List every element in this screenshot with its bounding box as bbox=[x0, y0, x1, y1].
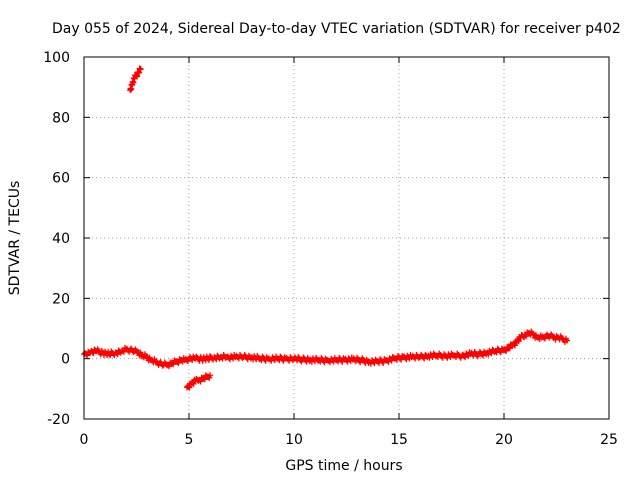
x-tick-label: 20 bbox=[495, 432, 513, 448]
y-tick-label: 40 bbox=[52, 231, 70, 247]
x-tick-label: 15 bbox=[390, 432, 408, 448]
y-tick-label: -20 bbox=[47, 412, 70, 428]
x-tick-label: 10 bbox=[285, 432, 303, 448]
y-tick-label: 60 bbox=[52, 171, 70, 187]
data-point bbox=[506, 345, 513, 352]
data-point bbox=[186, 384, 193, 391]
plot-frame bbox=[83, 56, 610, 420]
y-tick-label: 80 bbox=[52, 110, 70, 126]
x-tick-label: 25 bbox=[600, 432, 618, 448]
y-tick-label: 100 bbox=[43, 50, 70, 66]
y-axis-label: SDTVAR / TECUs bbox=[7, 181, 23, 296]
axis-ticks: 0 5 10 15 20 25 -20 0 20 40 60 80 100 bbox=[43, 50, 618, 448]
x-tick-label: 5 bbox=[185, 432, 194, 448]
y-tick-label: 20 bbox=[52, 291, 70, 307]
x-tick-label: 0 bbox=[80, 432, 89, 448]
data-point bbox=[515, 338, 522, 345]
data-point bbox=[207, 372, 213, 379]
chart-title: Day 055 of 2024, Sidereal Day-to-day VTE… bbox=[52, 21, 621, 37]
data-points bbox=[81, 65, 570, 391]
y-tick-label: 0 bbox=[61, 352, 70, 368]
x-axis-label: GPS time / hours bbox=[285, 458, 402, 474]
grid bbox=[84, 57, 609, 419]
data-point bbox=[511, 342, 518, 349]
data-point bbox=[137, 66, 144, 73]
data-point bbox=[564, 337, 570, 344]
